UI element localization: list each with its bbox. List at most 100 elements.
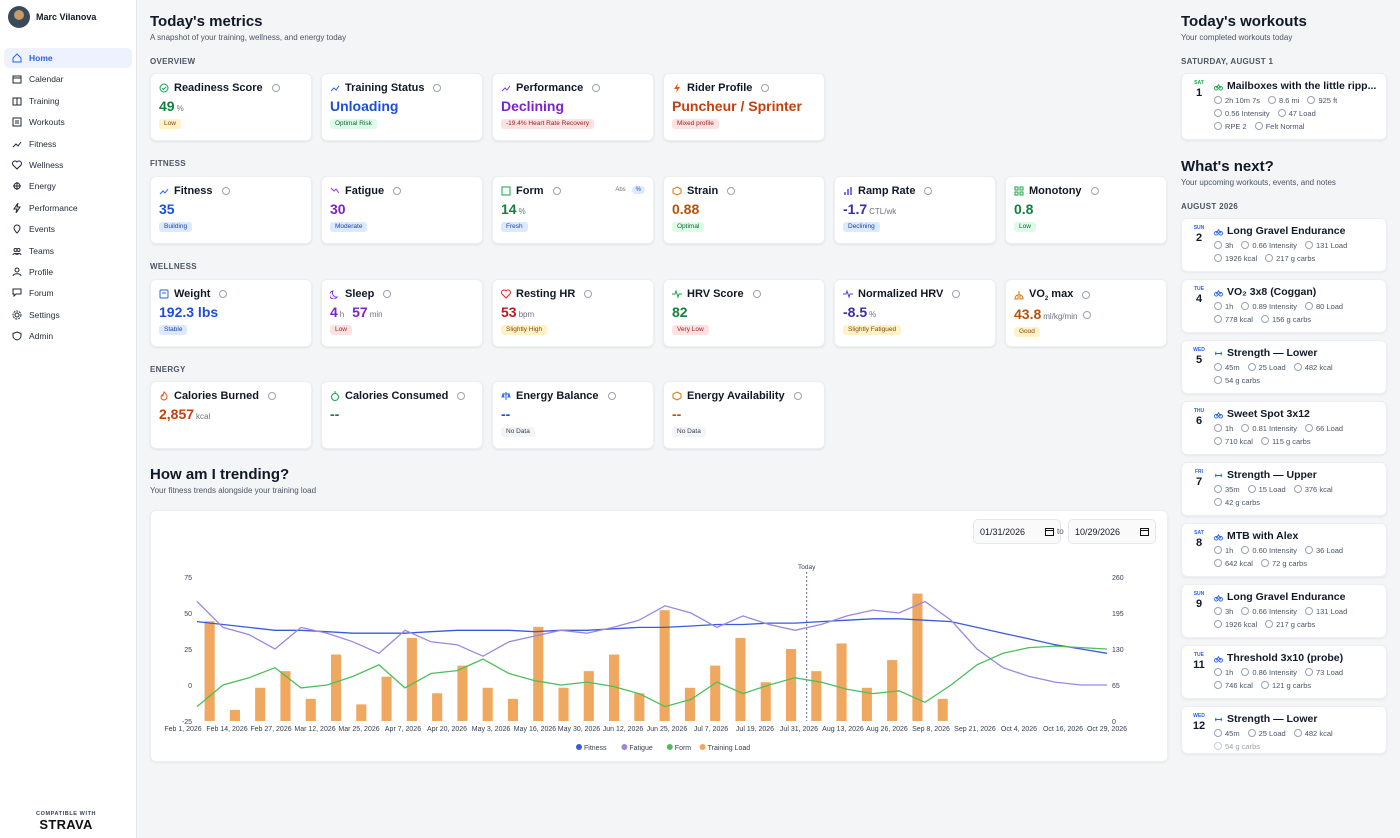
upcoming-workout-card[interactable]: SAT 8 MTB with Alex 1h 0.60 Intensity 36 Load…: [1181, 523, 1387, 577]
sidebar-item-workouts[interactable]: Workouts: [4, 112, 132, 132]
sidebar-item-training[interactable]: Training: [4, 91, 132, 111]
card-readiness[interactable]: Readiness Score 49% Low: [150, 73, 312, 141]
card-calories-consumed[interactable]: Calories Consumed --: [321, 381, 483, 449]
trend-up-icon: [330, 85, 340, 92]
workout-meta-row: 3h 0.66 Intensity 131 Load: [1214, 607, 1380, 616]
sidebar-item-calendar[interactable]: Calendar: [4, 69, 132, 89]
upcoming-workout-card[interactable]: WED 12 Strength — Lower 45m 25 Load 482 kcal 5…: [1181, 706, 1387, 754]
info-icon[interactable]: [1083, 311, 1092, 320]
pin-icon: [13, 224, 21, 234]
sidebar-item-energy[interactable]: Energy: [4, 176, 132, 196]
user-profile[interactable]: Marc Vilanova: [0, 0, 136, 34]
training-load-bar: [937, 698, 948, 721]
info-icon[interactable]: [592, 84, 601, 92]
calendar-icon[interactable]: [1140, 527, 1149, 536]
info-icon[interactable]: [433, 84, 442, 92]
card-strain[interactable]: Strain 0.88 Optimal: [663, 176, 825, 244]
sidebar-item-admin[interactable]: Admin: [4, 326, 132, 346]
status-badge: No Data: [672, 426, 706, 437]
toggle-percent[interactable]: %: [631, 186, 645, 194]
card-weight[interactable]: Weight 192.3 lbs Stable: [150, 279, 312, 347]
upcoming-workout-card[interactable]: THU 6 Sweet Spot 3x12 1h 0.81 Intensity 66 Lo…: [1181, 401, 1387, 455]
card-normalized-hrv[interactable]: Normalized HRV -8.5% Slightly Fatigued: [834, 279, 996, 347]
sidebar-item-fitness[interactable]: Fitness: [4, 134, 132, 154]
info-icon[interactable]: [952, 290, 961, 298]
card-monotony[interactable]: Monotony 0.8 Low: [1005, 176, 1167, 244]
info-icon[interactable]: [219, 290, 228, 298]
info-icon[interactable]: [383, 290, 392, 298]
info-icon[interactable]: [221, 187, 230, 195]
today-workout-card[interactable]: SAT 1 Mailboxes with the little ripp... 2…: [1181, 73, 1387, 140]
date-from-input[interactable]: 01/31/2026: [973, 519, 1061, 544]
info-icon[interactable]: [271, 84, 280, 92]
calendar-icon[interactable]: [1045, 527, 1054, 536]
trend-chart[interactable]: 75 50 25 0 -25 260 195 130 65 0 Feb 1, 2026 Feb 14,…: [151, 511, 1167, 761]
legend-label[interactable]: Training Load: [708, 745, 751, 752]
upcoming-workout-card[interactable]: SUN 2 Long Gravel Endurance 3h 0.66 Intensit…: [1181, 218, 1387, 272]
toggle-abs[interactable]: Abs: [615, 187, 626, 193]
sidebar-item-profile[interactable]: Profile: [4, 262, 132, 282]
card-hrv[interactable]: HRV Score 82 Very Low: [663, 279, 825, 347]
card-unit: %: [869, 310, 877, 319]
info-icon[interactable]: [1082, 291, 1091, 300]
avatar[interactable]: [8, 6, 30, 28]
card-energy-balance[interactable]: Energy Balance -- No Data: [492, 381, 654, 449]
info-icon[interactable]: [552, 187, 561, 195]
info-icon[interactable]: [1090, 187, 1099, 195]
sidebar-item-teams[interactable]: Teams: [4, 241, 132, 261]
card-vo2max[interactable]: VO2 max 43.8 ml/kg/min Good: [1005, 279, 1167, 347]
legend-label[interactable]: Fatigue: [629, 745, 652, 752]
info-icon[interactable]: [393, 187, 402, 195]
card-performance[interactable]: Performance Declining -19.4% Heart Rate …: [492, 73, 654, 141]
card-ramp-rate[interactable]: Ramp Rate -1.7 CTL/wk Declining: [834, 176, 996, 244]
y-left-tick: 0: [188, 683, 192, 690]
info-icon[interactable]: [457, 392, 466, 400]
upcoming-workout-card[interactable]: TUE 4 VO₂ 3x8 (Coggan) 1h 0.89 Intensity 80 L…: [1181, 279, 1387, 333]
legend-label[interactable]: Fitness: [584, 745, 607, 752]
sidebar-item-settings[interactable]: Settings: [4, 305, 132, 325]
training-load-bar: [204, 621, 215, 721]
info-icon[interactable]: [727, 187, 736, 195]
card-title: Performance: [516, 82, 584, 94]
whats-next-title: What's next?: [1181, 158, 1274, 175]
info-icon[interactable]: [761, 84, 770, 92]
card-fatigue[interactable]: Fatigue 30 Moderate: [321, 176, 483, 244]
sidebar-item-performance[interactable]: Performance: [4, 198, 132, 218]
info-icon[interactable]: [752, 290, 761, 298]
card-rider-profile[interactable]: Rider Profile Puncheur / Sprinter Mixed …: [663, 73, 825, 141]
upcoming-workout-card[interactable]: FRI 7 Strength — Upper 35m 15 Load 376 kcal 42…: [1181, 462, 1387, 516]
card-calories-burned[interactable]: Calories Burned 2,857 kcal: [150, 381, 312, 449]
card-value: --: [672, 406, 682, 422]
card-energy-availability[interactable]: Energy Availability -- No Data: [663, 381, 825, 449]
sidebar-item-events[interactable]: Events: [4, 219, 132, 239]
sidebar-item-home[interactable]: Home: [4, 48, 132, 68]
date-to-input[interactable]: 10/29/2026: [1068, 519, 1156, 544]
upcoming-workout-card[interactable]: SUN 9 Long Gravel Endurance 3h 0.66 Intensit…: [1181, 584, 1387, 638]
info-icon[interactable]: [793, 392, 802, 400]
card-value: Puncheur / Sprinter: [672, 98, 802, 114]
sidebar-item-wellness[interactable]: Wellness: [4, 155, 132, 175]
info-icon[interactable]: [607, 392, 616, 400]
card-fitness[interactable]: Fitness 35 Building: [150, 176, 312, 244]
pulse-icon: [672, 289, 682, 299]
workout-title: VO₂ 3x8 (Coggan): [1227, 286, 1317, 298]
card-value: Declining: [501, 98, 565, 114]
day-number: 8: [1195, 537, 1203, 549]
sidebar-item-forum[interactable]: Forum: [4, 283, 132, 303]
card-resting-hr[interactable]: Resting HR 53 bpm Slightly High: [492, 279, 654, 347]
sidebar-item-label: Calendar: [29, 74, 64, 85]
info-icon[interactable]: [267, 392, 276, 400]
y-left-tick: 75: [184, 575, 192, 582]
card-form[interactable]: Form Abs% 14% Fresh: [492, 176, 654, 244]
whats-next-subtitle: Your upcoming workouts, events, and note…: [1181, 178, 1336, 187]
upcoming-workout-card[interactable]: WED 5 Strength — Lower 45m 25 Load 482 kcal 54…: [1181, 340, 1387, 394]
info-icon[interactable]: [924, 187, 933, 195]
card-training-status[interactable]: Training Status Unloading Optimal Risk: [321, 73, 483, 141]
sidebar-item-label: Events: [29, 224, 55, 235]
workout-meta: 710 kcal: [1214, 437, 1253, 446]
training-load-bar: [710, 665, 721, 721]
legend-label[interactable]: Form: [675, 745, 692, 752]
upcoming-workout-card[interactable]: TUE 11 Threshold 3x10 (probe) 1h 0.86 Intens…: [1181, 645, 1387, 699]
info-icon[interactable]: [584, 290, 593, 298]
